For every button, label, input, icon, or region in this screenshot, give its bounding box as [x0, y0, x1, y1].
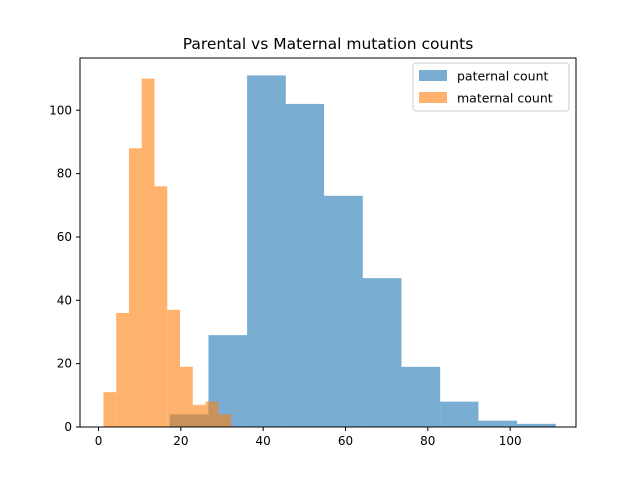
legend: paternal count maternal count [412, 62, 570, 112]
axes-layer: 0 20 40 60 80 100 0 20 40 60 80 100 [49, 57, 577, 448]
legend-swatch-paternal [419, 70, 447, 81]
x-tick-label: 60 [338, 434, 353, 448]
y-tick-label: 80 [57, 167, 72, 181]
paternal-bar-3 [285, 103, 325, 428]
maternal-bar-4 [154, 186, 168, 427]
paternal-bar-4 [324, 195, 363, 427]
legend-label-maternal: maternal count [457, 91, 553, 106]
legend-box [412, 62, 570, 112]
x-tick-label: 100 [499, 434, 522, 448]
chart-title: Parental vs Maternal mutation counts [183, 35, 474, 53]
y-tick-label: 0 [64, 420, 72, 434]
maternal-bar-6 [180, 366, 193, 427]
maternal-bar-1 [116, 312, 129, 427]
maternal-bar-2 [128, 148, 142, 427]
x-tick-label: 40 [256, 434, 271, 448]
paternal-bar-2 [247, 75, 286, 428]
maternal-bar-5 [167, 309, 181, 427]
legend-swatch-maternal [419, 92, 447, 103]
maternal-bar-3 [141, 78, 155, 427]
x-tick-label: 80 [420, 434, 435, 448]
maternal-bar-7 [192, 404, 206, 427]
maternal-bar-9 [218, 414, 232, 427]
y-tick-label: 60 [57, 230, 72, 244]
y-tick-label: 100 [49, 103, 72, 117]
y-tick-label: 40 [57, 293, 72, 307]
x-tick-label: 20 [173, 434, 188, 448]
paternal-bar-9 [517, 423, 556, 427]
paternal-bar-8 [478, 420, 518, 427]
paternal-bar-5 [362, 278, 402, 427]
paternal-bar-7 [440, 401, 479, 427]
x-tick-label: 0 [95, 434, 103, 448]
y-tick-label: 20 [57, 357, 72, 371]
axes-frame [79, 57, 577, 428]
maternal-bar-8 [205, 401, 219, 427]
bars-layer [103, 75, 556, 428]
maternal-bar-0 [103, 392, 117, 427]
paternal-bar-6 [401, 366, 441, 427]
legend-label-paternal: paternal count [457, 69, 548, 84]
